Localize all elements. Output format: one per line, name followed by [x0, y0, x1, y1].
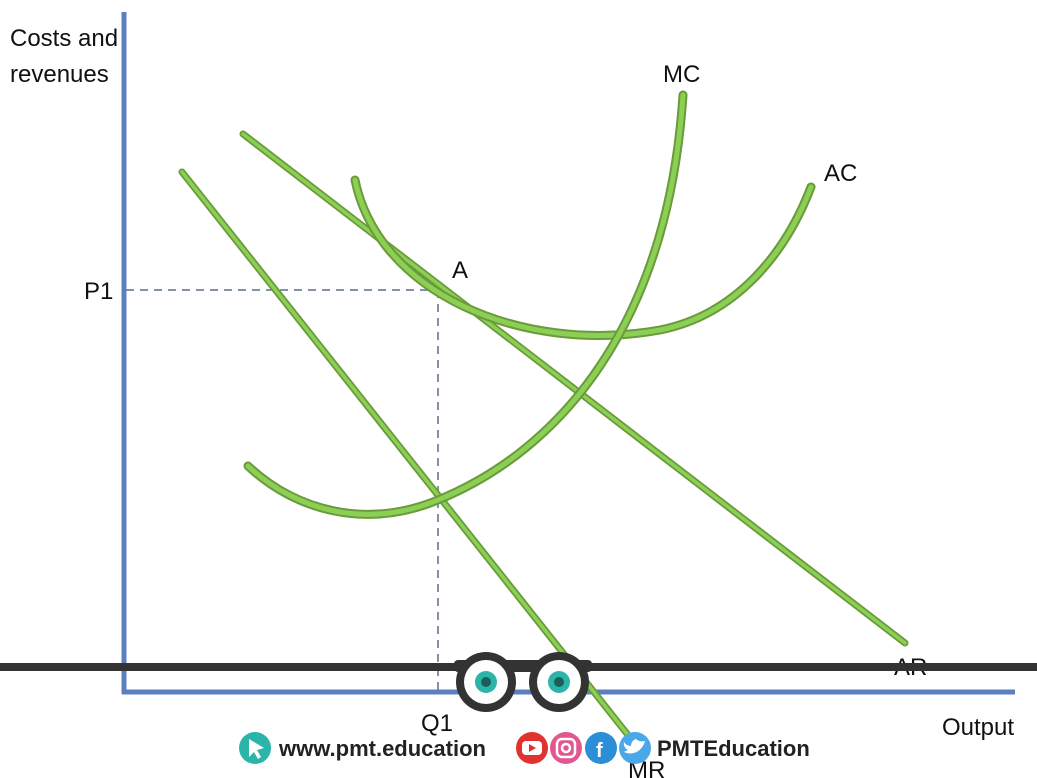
instagram-icon[interactable] [550, 732, 582, 764]
ac-curve [350, 175, 816, 340]
website-link[interactable]: www.pmt.education [278, 736, 486, 761]
ac-label: AC [824, 160, 857, 187]
q1-label: Q1 [421, 710, 453, 737]
youtube-icon[interactable] [516, 732, 548, 764]
twitter-icon[interactable] [619, 732, 651, 764]
glasses-logo [454, 652, 592, 712]
point-a-label: A [452, 257, 468, 284]
mc-label: MC [663, 61, 700, 88]
facebook-icon[interactable]: f [585, 732, 617, 764]
p1-label: P1 [84, 278, 113, 305]
y-axis-label-line1: Costs and [10, 25, 118, 52]
social-handle[interactable]: PMTEducation [657, 736, 810, 761]
x-axis-label: Output [942, 714, 1014, 741]
cursor-icon [239, 732, 271, 764]
svg-text:f: f [596, 740, 603, 762]
y-axis-label-line2: revenues [10, 61, 109, 88]
